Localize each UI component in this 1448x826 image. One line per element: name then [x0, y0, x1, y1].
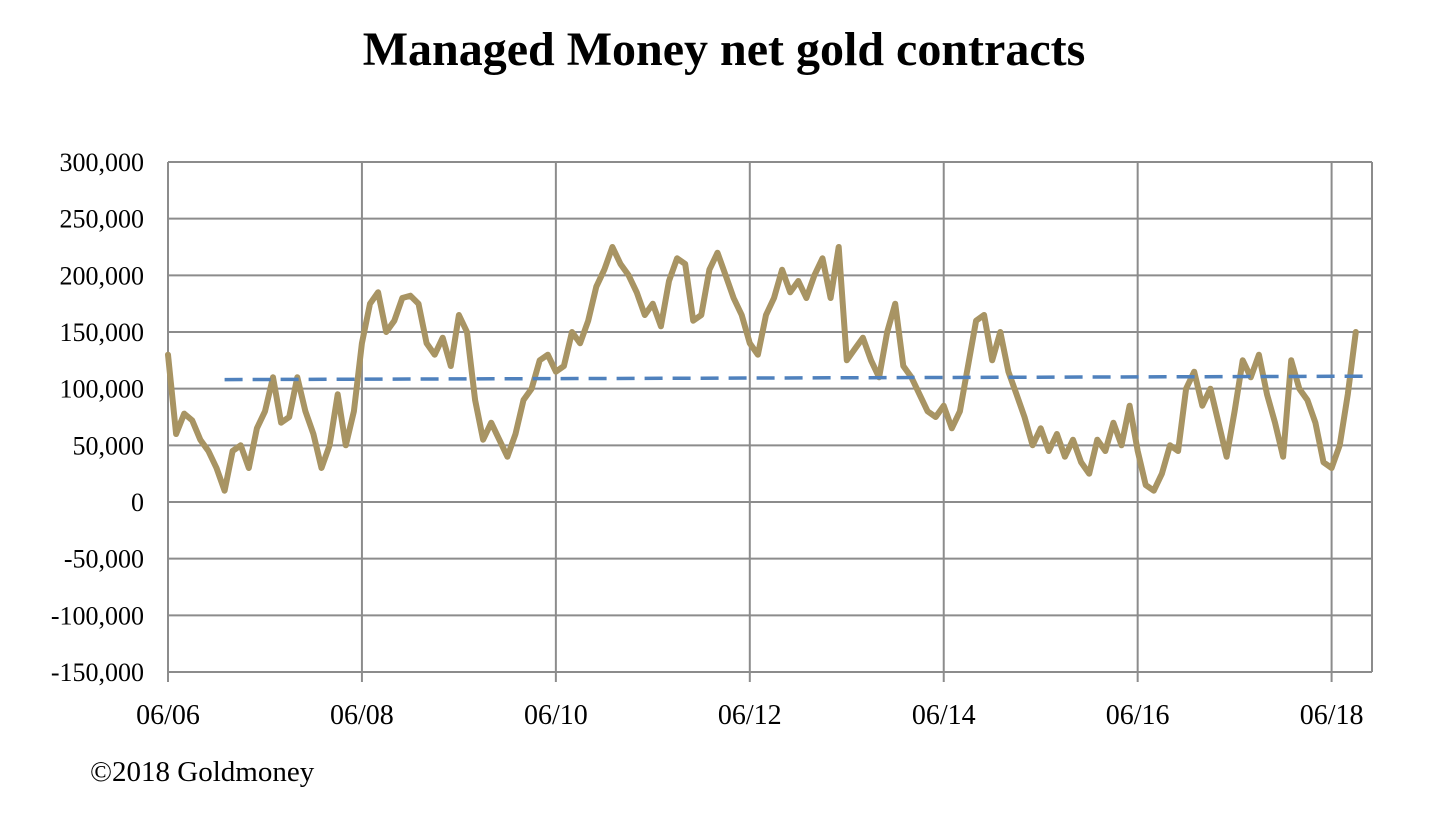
- x-axis-ticks: 06/06 06/08 06/10 06/12 06/14 06/16 06/18: [136, 700, 1363, 731]
- x-tick-label: 06/12: [718, 700, 782, 731]
- y-tick-label: 0: [131, 488, 144, 517]
- average-dashed-line: [224, 374, 1373, 382]
- net-contracts-line: [165, 244, 1359, 494]
- y-tick-label: 300,000: [60, 148, 145, 177]
- copyright-text: ©2018 Goldmoney: [90, 756, 315, 788]
- series-layer: [165, 244, 1373, 494]
- x-tick-label: 06/16: [1106, 700, 1170, 731]
- x-tick-label: 06/10: [524, 700, 588, 731]
- y-tick-label: 150,000: [60, 318, 145, 347]
- y-tick-label: -50,000: [64, 545, 144, 574]
- x-tick-label: 06/14: [912, 700, 976, 731]
- x-tick-label: 06/08: [330, 700, 394, 731]
- grid: [167, 161, 1373, 682]
- y-axis-ticks: 300,000 250,000 200,000 150,000 100,000 50,00…: [51, 148, 144, 687]
- chart-title: Managed Money net gold contracts: [362, 23, 1086, 76]
- y-tick-label: -100,000: [51, 601, 144, 630]
- x-tick-label: 06/06: [136, 700, 200, 731]
- x-tick-label: 06/18: [1300, 700, 1364, 731]
- y-tick-label: 200,000: [60, 261, 145, 290]
- y-tick-label: 250,000: [60, 205, 145, 234]
- y-tick-label: 50,000: [73, 431, 145, 460]
- y-tick-label: -150,000: [51, 658, 144, 687]
- y-tick-label: 100,000: [60, 375, 145, 404]
